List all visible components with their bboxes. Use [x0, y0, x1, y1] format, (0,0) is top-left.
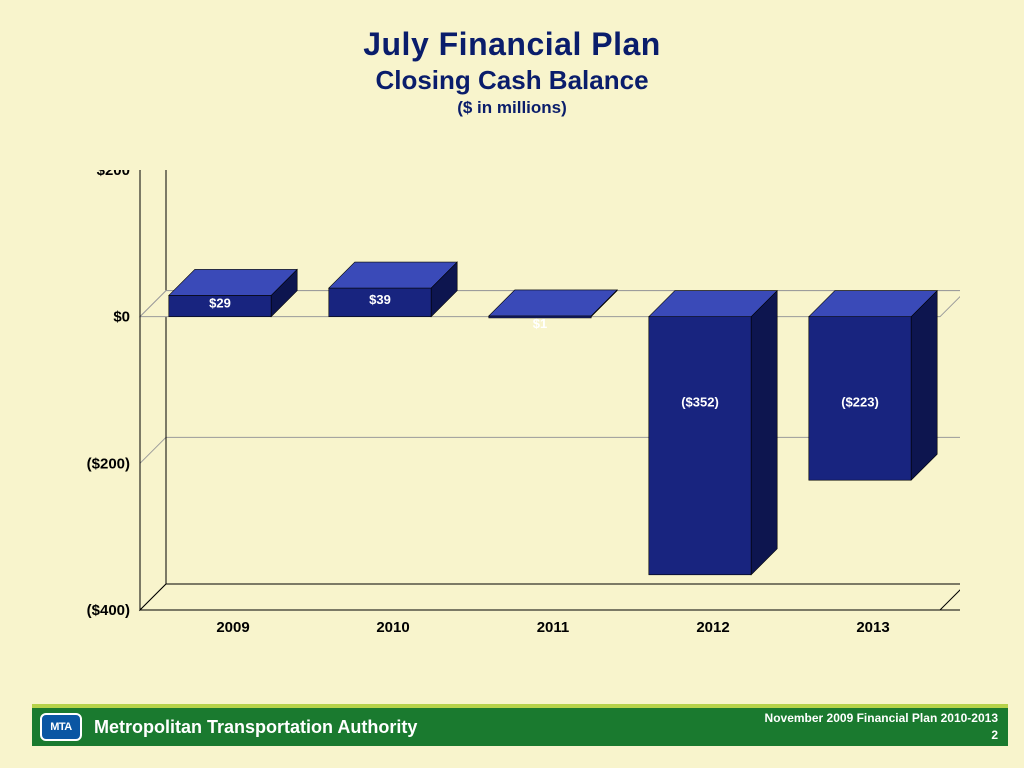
bar-value-label: $1	[533, 316, 547, 331]
chart-container: ($400) ($200) $0 $200 $29 2009 $39 2010 $1 2011 ($…	[70, 170, 960, 650]
footer-plan-label: November 2009 Financial Plan 2010-2013	[765, 710, 998, 727]
chart-title-unit: ($ in millions)	[0, 98, 1024, 118]
bar-value-label: $29	[209, 295, 231, 310]
x-tick-label: 2013	[856, 619, 889, 636]
bar-value-label: ($223)	[841, 395, 879, 410]
x-tick-label: 2011	[537, 619, 570, 636]
mta-logo-text: MTA	[50, 721, 72, 733]
footer-page-number: 2	[765, 727, 998, 744]
x-tick-label: 2012	[696, 619, 729, 636]
y-tick-label: ($200)	[87, 455, 130, 472]
bar-value-label: $39	[369, 292, 391, 307]
x-tick-label: 2009	[216, 619, 249, 636]
x-tick-label: 2010	[376, 619, 409, 636]
footer-org-name: Metropolitan Transportation Authority	[94, 717, 417, 738]
y-tick-label: ($400)	[87, 602, 130, 619]
bar-value-label: ($352)	[681, 395, 719, 410]
footer-bar: MTA Metropolitan Transportation Authorit…	[32, 704, 1008, 746]
bar-chart: ($400) ($200) $0 $200 $29 2009 $39 2010 $1 2011 ($…	[70, 170, 960, 650]
chart-title-block: July Financial Plan Closing Cash Balance…	[0, 0, 1024, 118]
y-tick-label: $200	[97, 170, 130, 179]
mta-logo: MTA	[40, 713, 82, 741]
chart-title-main: July Financial Plan	[0, 26, 1024, 63]
footer-right: November 2009 Financial Plan 2010-2013 2	[765, 710, 998, 744]
chart-title-sub: Closing Cash Balance	[0, 65, 1024, 96]
y-tick-label: $0	[113, 309, 130, 326]
